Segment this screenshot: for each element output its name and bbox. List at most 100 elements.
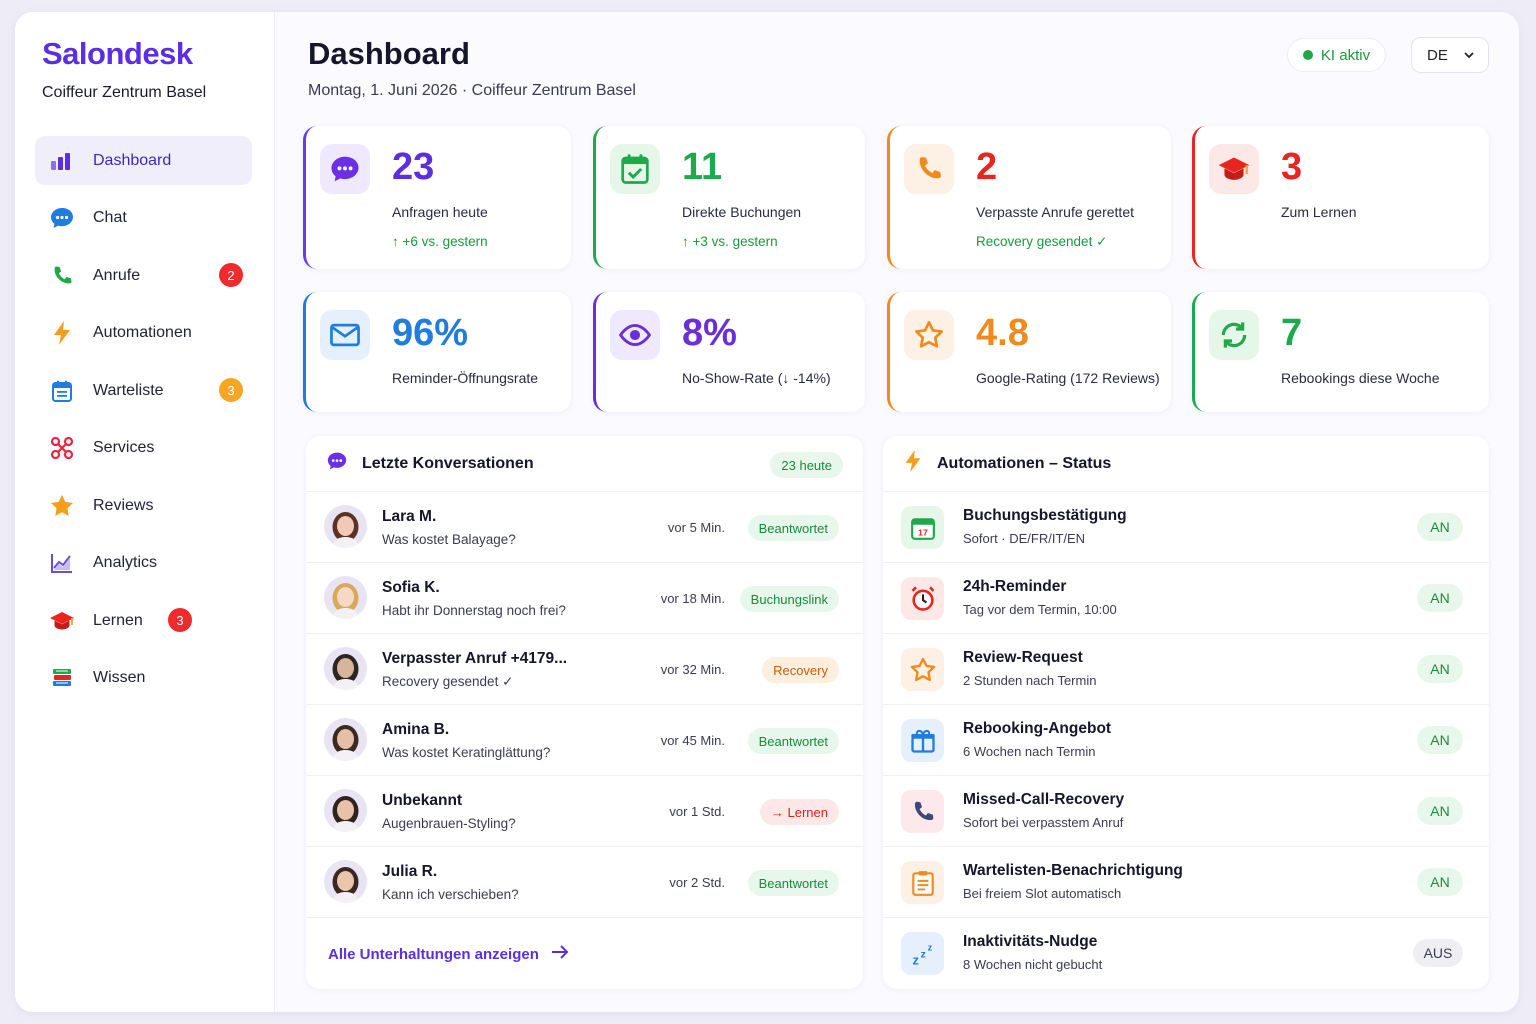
panel-title: Letzte Konversationen xyxy=(362,454,534,472)
automation-toggle[interactable]: AN xyxy=(1417,726,1463,754)
sidebar-item-lernen[interactable]: Lernen 3 xyxy=(35,596,252,645)
alarm-clock-icon xyxy=(901,577,944,620)
status-badge: Beantwortet xyxy=(747,515,839,541)
link-label: Alle Unterhaltungen anzeigen xyxy=(328,945,539,963)
automation-name: Inaktivitäts-Nudge xyxy=(963,933,1098,950)
sidebar-item-analytics[interactable]: Analytics xyxy=(35,539,252,588)
stat-card-anrufe[interactable]: 2 Verpasste Anrufe gerettet Recovery ges… xyxy=(887,126,1171,269)
automation-row[interactable]: Missed-Call-Recovery Sofort bei verpasste… xyxy=(883,776,1489,847)
svg-text:z: z xyxy=(927,942,932,952)
conversation-name: Verpasster Anruf +4179... xyxy=(382,650,568,667)
clipboard-icon xyxy=(901,861,944,904)
sidebar-nav: Dashboard Chat Anrufe 2 Automationen xyxy=(35,136,252,711)
stat-card-noshow[interactable]: 8% No-Show-Rate (↓ -14%) xyxy=(593,292,865,412)
chat-bubble-icon xyxy=(49,205,75,231)
sidebar-item-chat[interactable]: Chat xyxy=(35,194,252,243)
calendar-list-icon xyxy=(49,378,75,404)
sidebar-item-label: Anrufe xyxy=(93,266,141,284)
conversation-time: vor 45 Min. xyxy=(660,733,725,748)
stat-value: 23 xyxy=(392,146,435,188)
conversations-header: Letzte Konversationen 23 heute xyxy=(306,436,863,492)
sidebar-item-label: Automationen xyxy=(93,324,192,341)
stat-value: 2 xyxy=(976,146,998,188)
conversation-time: vor 32 Min. xyxy=(660,662,725,677)
conversation-name: Amina B. xyxy=(382,721,450,738)
sidebar: Salondesk Coiffeur Zentrum Basel Dashboa… xyxy=(15,12,275,1012)
lightning-icon xyxy=(903,449,923,478)
automation-row[interactable]: z z z Inaktivitäts-Nudge 8 Wochen nicht gebu… xyxy=(883,918,1489,989)
count-badge: 23 heute xyxy=(770,452,843,478)
stat-card-lernen[interactable]: 3 Zum Lernen xyxy=(1192,126,1489,269)
conversation-message: Was kostet Keratinglättung? xyxy=(382,745,551,760)
automation-description: 2 Stunden nach Termin xyxy=(963,673,1097,688)
books-icon xyxy=(49,665,75,691)
automation-description: Bei freiem Slot automatisch xyxy=(963,886,1122,901)
page-subtitle: Montag, 1. Juni 2026 · Coiffeur Zentrum … xyxy=(308,82,636,99)
app-window: Salondesk Coiffeur Zentrum Basel Dashboa… xyxy=(15,12,1519,1012)
sidebar-item-label: Analytics xyxy=(93,554,158,571)
automation-toggle[interactable]: AN xyxy=(1417,655,1463,683)
conversation-row[interactable]: Sofia K. Habt ihr Donnerstag noch frei? vo… xyxy=(306,563,863,634)
conversation-row[interactable]: Unbekannt Augenbrauen-Styling? vor 1 Std. →… xyxy=(306,776,863,847)
sidebar-item-label: Services xyxy=(93,439,155,456)
stat-card-rebookings[interactable]: 7 Rebookings diese Woche xyxy=(1192,292,1489,412)
automation-description: Sofort bei verpasstem Anruf xyxy=(963,815,1124,830)
stat-card-rating[interactable]: 4.8 Google-Rating (172 Reviews) xyxy=(887,292,1171,412)
conversation-row[interactable]: Verpasster Anruf +4179... Recovery gesend… xyxy=(306,634,863,705)
conversation-row[interactable]: Amina B. Was kostet Keratinglättung? vor 4… xyxy=(306,705,863,776)
automation-toggle[interactable]: AN xyxy=(1417,868,1463,896)
conversation-message: Was kostet Balayage? xyxy=(382,532,516,547)
automation-toggle[interactable]: AN xyxy=(1417,797,1463,825)
automation-toggle[interactable]: AN xyxy=(1417,584,1463,612)
automations-panel: Automationen – Status 17 Buchungsbestätig… xyxy=(883,436,1489,989)
automation-name: Rebooking-Angebot xyxy=(963,720,1112,737)
status-dot-icon xyxy=(1302,50,1313,60)
automation-row[interactable]: 17 Buchungsbestätigung Sofort · DE/FR/IT/E… xyxy=(883,492,1489,563)
page-title: Dashboard xyxy=(308,36,470,71)
stat-trend: ↑ +3 vs. gestern xyxy=(682,234,778,249)
conversation-row[interactable]: Lara M. Was kostet Balayage? vor 5 Min. Bea… xyxy=(306,492,863,563)
avatar xyxy=(324,789,367,832)
stat-card-anfragen[interactable]: 23 Anfragen heute ↑ +6 vs. gestern xyxy=(303,126,571,269)
phone-icon xyxy=(49,263,75,289)
phone-icon xyxy=(901,790,944,833)
sidebar-item-services[interactable]: Services xyxy=(35,424,252,473)
sidebar-item-label: Warteliste xyxy=(93,381,164,399)
conversation-row[interactable]: Julia R. Kann ich verschieben? vor 2 Std. B… xyxy=(306,847,863,918)
line-chart-icon xyxy=(49,550,75,576)
stat-card-buchungen[interactable]: 11 Direkte Buchungen ↑ +3 vs. gestern xyxy=(593,126,865,269)
conversation-name: Unbekannt xyxy=(382,792,463,809)
avatar xyxy=(324,647,367,690)
status-badge: → Lernen xyxy=(759,799,839,825)
sidebar-item-reviews[interactable]: Reviews xyxy=(35,481,252,530)
automation-row[interactable]: Review-Request 2 Stunden nach Termin AN xyxy=(883,634,1489,705)
stat-label: Zum Lernen xyxy=(1281,204,1357,220)
automation-row[interactable]: Wartelisten-Benachrichtigung Bei freiem S… xyxy=(883,847,1489,918)
sidebar-item-automationen[interactable]: Automationen xyxy=(35,309,252,358)
ki-status-badge[interactable]: KI aktiv xyxy=(1287,38,1386,72)
automation-description: 8 Wochen nicht gebucht xyxy=(963,957,1103,972)
stat-value: 4.8 xyxy=(976,312,1029,354)
automation-toggle[interactable]: AN xyxy=(1417,513,1463,541)
sidebar-item-warteliste[interactable]: Warteliste 3 xyxy=(35,366,252,415)
star-outline-icon xyxy=(904,310,954,360)
sidebar-item-dashboard[interactable]: Dashboard xyxy=(35,136,252,185)
brand-logo[interactable]: Salondesk xyxy=(42,36,193,71)
avatar xyxy=(324,505,367,548)
stat-label: Google-Rating (172 Reviews) xyxy=(976,370,1160,386)
stat-card-reminder[interactable]: 96% Reminder-Öffnungsrate xyxy=(303,292,571,412)
automations-header: Automationen – Status xyxy=(883,436,1489,492)
conversation-name: Lara M. xyxy=(382,508,437,525)
sidebar-item-label: Reviews xyxy=(93,496,154,514)
language-select[interactable]: DE xyxy=(1411,37,1489,73)
automation-toggle[interactable]: AUS xyxy=(1413,939,1463,967)
sidebar-item-anrufe[interactable]: Anrufe 2 xyxy=(35,251,252,300)
stat-value: 3 xyxy=(1281,146,1303,188)
sidebar-item-wissen[interactable]: Wissen xyxy=(35,654,252,703)
stat-value: 11 xyxy=(682,146,723,188)
avatar xyxy=(324,860,367,903)
automation-row[interactable]: Rebooking-Angebot 6 Wochen nach Termin AN xyxy=(883,705,1489,776)
all-conversations-link[interactable]: Alle Unterhaltungen anzeigen xyxy=(328,945,569,963)
automation-row[interactable]: 24h-Reminder Tag vor dem Termin, 10:00 AN xyxy=(883,563,1489,634)
